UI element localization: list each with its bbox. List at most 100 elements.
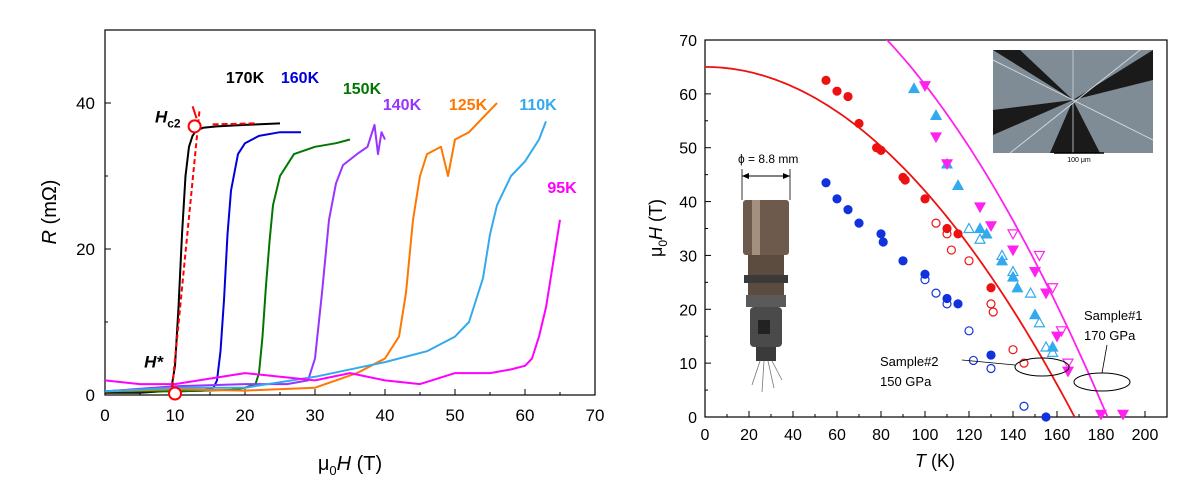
data-point [946, 245, 957, 255]
data-point [1028, 308, 1042, 320]
data-point [1008, 345, 1018, 355]
data-point [973, 233, 987, 244]
data-point [898, 256, 908, 266]
data-point [951, 179, 965, 191]
data-point [980, 227, 993, 239]
series-95K-label: 95K [547, 180, 577, 197]
right-y-axis-label: μ0H (T) [646, 199, 670, 257]
series-150K-line [105, 138, 351, 393]
data-point [832, 194, 842, 204]
data-point [1024, 286, 1037, 298]
data-point [1039, 288, 1053, 300]
right-x-tick-label: 80 [872, 427, 890, 444]
sample2-label: Sample#2 [880, 354, 939, 369]
sample2-ellipse [1014, 357, 1070, 377]
sample1-ellipse [1073, 372, 1131, 392]
right-x-tick-label: 180 [1088, 427, 1115, 444]
data-point [931, 288, 941, 298]
data-point [843, 205, 853, 215]
hc2-tick [191, 106, 198, 119]
left-y-axis-label: R (mΩ) [39, 180, 61, 245]
series-110K-line [104, 120, 547, 393]
data-point [964, 256, 974, 266]
data-point [1041, 412, 1051, 422]
data-point [1050, 331, 1064, 343]
left-x-axis-label: μ0H (T) [318, 453, 382, 478]
right-y-tick-label: 60 [679, 87, 697, 104]
data-point [940, 159, 954, 171]
data-point [1011, 281, 1024, 293]
left-x-tick-label: 50 [446, 406, 465, 425]
right-y-tick-label: 20 [679, 302, 697, 319]
data-point [821, 178, 831, 188]
data-point [1046, 283, 1059, 294]
right-x-tick-label: 60 [828, 427, 846, 444]
data-point [964, 326, 974, 336]
data-point [1046, 346, 1059, 357]
sample2-pressure: 150 GPa [880, 374, 932, 389]
data-point [986, 363, 996, 374]
series-150K-label: 150K [343, 81, 382, 98]
data-point [1094, 409, 1108, 421]
right-y-tick-label: 0 [688, 410, 697, 427]
hc2-label: Hc2 [155, 107, 181, 130]
data-point [920, 275, 930, 285]
left-x-tick-label: 70 [586, 406, 605, 425]
hstar-label: H* [144, 353, 164, 372]
data-point [1019, 401, 1029, 411]
data-point [1006, 265, 1020, 277]
data-point [854, 218, 864, 228]
data-point [988, 307, 998, 317]
hstar-marker [168, 386, 182, 401]
data-point [1061, 358, 1075, 370]
hc2-guide [212, 122, 257, 126]
right-y-tick-label: 10 [679, 356, 697, 373]
left-axes: 0 10 20 30 40 50 60 70 0 20 40 [76, 94, 604, 425]
series-140K-label: 140K [383, 97, 422, 114]
right-x-tick-label: 0 [701, 427, 710, 444]
series-160K-line [104, 131, 301, 393]
data-point [1006, 229, 1020, 241]
right-y-tick-label: 40 [679, 195, 697, 212]
data-point [984, 221, 998, 233]
data-point [918, 81, 932, 93]
data-point [876, 229, 886, 239]
data-point [1019, 358, 1029, 368]
data-point [931, 218, 941, 228]
data-point [929, 109, 943, 121]
right-data-points [821, 75, 1130, 422]
right-x-tick-label: 120 [956, 427, 983, 444]
right-x-tick-label: 100 [912, 427, 939, 444]
left-y-tick-label: 0 [86, 386, 95, 405]
sample1-label: Sample#1 [1084, 308, 1143, 323]
right-x-tick-label: 140 [1000, 427, 1027, 444]
data-point [1055, 326, 1068, 338]
data-point [832, 86, 842, 96]
series-160K-label: 160K [281, 70, 320, 87]
left-x-tick-label: 20 [236, 406, 255, 425]
right-y-tick-label: 30 [679, 248, 697, 265]
data-point [907, 82, 921, 94]
data-point [1028, 266, 1042, 278]
data-point [1116, 409, 1130, 421]
right-x-axis-label: T (K) [915, 451, 955, 471]
inset-micrograph: 100 μm [992, 49, 1154, 164]
right-y-tick-label: 50 [679, 141, 697, 158]
data-point [986, 283, 996, 293]
series-140K-line [104, 123, 386, 393]
right-x-tick-label: 40 [784, 427, 802, 444]
data-point [962, 222, 976, 234]
data-point [953, 229, 963, 239]
right-fit-curves [705, 40, 1109, 417]
data-point [1006, 270, 1020, 282]
data-point [854, 118, 864, 129]
right-x-tick-label: 200 [1132, 427, 1159, 444]
data-point [973, 222, 987, 234]
left-annotations: Hc2 H* [144, 106, 257, 401]
data-point [973, 202, 987, 214]
data-point [995, 249, 1009, 261]
data-point [1033, 316, 1046, 328]
series-170K-line [105, 122, 281, 394]
right-axes: 0 20 40 60 80 100 120 140 160 180 200 0 10 20 30 40 50 60… [679, 33, 1158, 444]
